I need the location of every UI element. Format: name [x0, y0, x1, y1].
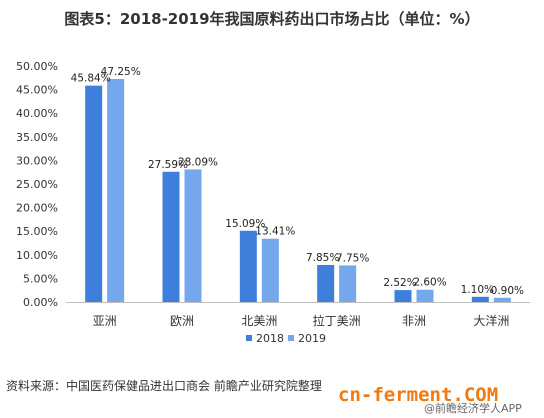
data-label: 15.09%	[225, 218, 265, 230]
bar-2019	[107, 78, 125, 302]
bar-2018	[85, 85, 103, 303]
bar-2018	[317, 264, 335, 302]
y-tick-label: 20.00%	[16, 202, 58, 215]
watermark-brand: cn-ferment.COM	[338, 384, 499, 406]
data-label: 45.84%	[71, 73, 111, 85]
data-label: 7.85%	[306, 252, 339, 264]
source-note: 资料来源：中国医药保健品进出口商会 前瞻产业研究院整理	[6, 379, 322, 393]
bar-2019	[416, 289, 434, 302]
bar-2019	[184, 169, 202, 302]
x-category-label: 大洋洲	[473, 313, 509, 328]
data-label: 2.52%	[383, 277, 416, 289]
x-category-label: 拉丁美洲	[313, 313, 361, 328]
data-label: 47.25%	[101, 66, 141, 78]
y-tick-label: 35.00%	[16, 131, 58, 144]
bar-2018	[239, 230, 257, 302]
data-label: 13.41%	[255, 226, 295, 238]
bar-2018	[471, 296, 489, 302]
y-tick-label: 50.00%	[16, 60, 58, 73]
y-axis: 0.00% 5.00% 10.00% 15.00% 20.00% 25.00% 30.00%…	[16, 60, 58, 309]
bar-2019	[261, 238, 279, 302]
x-category-label: 非洲	[402, 314, 426, 328]
bars	[85, 78, 511, 303]
y-tick-label: 5.00%	[23, 272, 58, 285]
x-category-label: 欧洲	[170, 314, 194, 328]
y-tick-label: 0.00%	[23, 296, 58, 309]
y-tick-label: 25.00%	[16, 178, 58, 191]
data-label: 1.10%	[461, 284, 494, 296]
data-label: 27.59%	[148, 159, 188, 171]
watermark-app: @前瞻经济学人APP	[424, 402, 522, 415]
x-category-label: 北美洲	[241, 314, 277, 328]
bar-2018	[394, 290, 412, 302]
legend-label: 2019	[298, 332, 326, 345]
legend-label: 2018	[256, 332, 284, 345]
legend: 2018 2019	[246, 332, 326, 345]
data-label: 28.09%	[178, 156, 218, 168]
y-tick-label: 10.00%	[16, 249, 58, 262]
y-tick-label: 15.00%	[16, 225, 58, 238]
data-label: 7.75%	[336, 252, 369, 264]
legend-swatch	[246, 335, 252, 341]
bar-2019	[339, 265, 357, 302]
bar-labels: 45.84%47.25% 27.59%28.09% 15.09%13.41% 7.85…	[71, 66, 524, 297]
x-category-label: 亚洲	[93, 314, 117, 328]
y-tick-label: 40.00%	[16, 107, 58, 120]
data-label: 2.60%	[413, 277, 446, 289]
x-axis: 亚洲 欧洲 北美洲 拉丁美洲 非洲 大洋洲	[66, 302, 530, 328]
legend-swatch	[288, 335, 294, 341]
chart-title: 图表5：2018-2019年我国原料药出口市场占比（单位：%）	[64, 10, 480, 28]
bar-2018	[162, 171, 180, 302]
y-tick-label: 45.00%	[16, 84, 58, 97]
y-tick-label: 30.00%	[16, 154, 58, 167]
bar-2019	[493, 297, 511, 302]
data-label: 0.90%	[491, 285, 524, 297]
